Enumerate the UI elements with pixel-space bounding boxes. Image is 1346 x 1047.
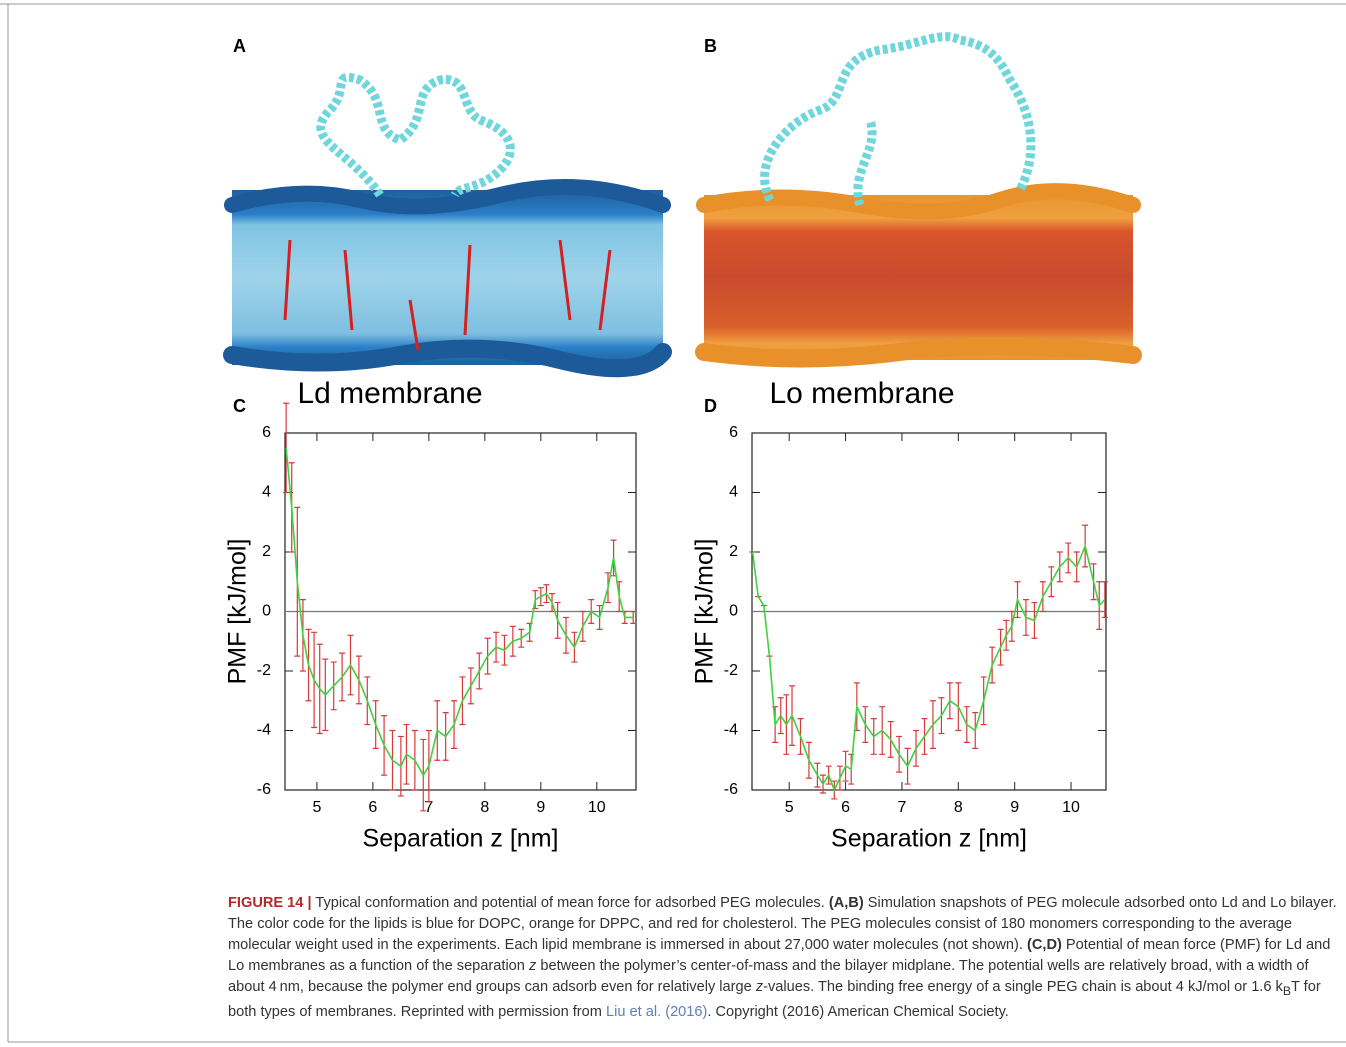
x-tick-label: 10 <box>1062 799 1080 816</box>
caption-link[interactable]: Liu et al. (2016) <box>605 1003 708 1020</box>
figure-caption: FIGURE 14 | Typical conformation and pot… <box>228 893 1340 1023</box>
x-tick-label: 8 <box>480 799 489 816</box>
x-tick-label: 8 <box>954 799 963 816</box>
y-tick-label: 2 <box>262 543 271 560</box>
image-a <box>223 72 672 378</box>
y-tick-label: 4 <box>262 484 271 501</box>
y-tick-label: 0 <box>262 603 271 620</box>
caption-label: FIGURE 14 | <box>228 895 312 911</box>
y-tick-label: -2 <box>257 662 271 679</box>
x-tick-label: 7 <box>897 799 906 816</box>
caption-text: Potential of mean force (PMF) for Ld and… <box>228 937 1331 974</box>
y-tick-label: 6 <box>262 424 271 441</box>
chart: 5 6 7 8 9 10 -6 -4 -2 0 2 4 6 Separation z [nm] PMF [k… <box>224 402 637 853</box>
caption-text: T for both types of membranes. Reprinted… <box>228 979 1321 1020</box>
y-axis-label: PMF [kJ/mol] <box>691 539 719 685</box>
y-tick-label: -4 <box>257 722 271 739</box>
image-b <box>695 32 1142 368</box>
caption-ref: (A,B) <box>828 895 864 911</box>
y-tick-label: -2 <box>724 662 738 679</box>
caption-text: between the polymer’s center-of-mass and… <box>228 958 1309 995</box>
x-tick-label: 6 <box>841 799 850 816</box>
error-bar <box>630 610 637 624</box>
caption-italic: z <box>528 958 537 974</box>
x-axis-label: Separation z [nm] <box>363 825 559 853</box>
pmf-line <box>751 543 1106 793</box>
x-tick-label: 10 <box>588 799 606 816</box>
x-tick-label: 7 <box>424 799 433 816</box>
y-tick-label: -6 <box>257 781 271 798</box>
caption-subscript: B <box>1282 983 1291 998</box>
image-caption: Lo membrane <box>769 377 954 410</box>
y-tick-label: 6 <box>729 424 738 441</box>
y-tick-label: 2 <box>729 543 738 560</box>
caption-italic: z <box>755 979 764 995</box>
caption-text: Simulation snapshots of PEG molecule ads… <box>228 895 1337 953</box>
x-tick-label: 5 <box>785 799 794 816</box>
caption-text: . Copyright (2016) American Chemical Soc… <box>707 1003 1009 1020</box>
panel-label: B <box>704 36 717 56</box>
panel-label: A <box>233 36 246 56</box>
x-tick-label: 6 <box>368 799 377 816</box>
y-axis-label: PMF [kJ/mol] <box>224 539 252 685</box>
y-tick-label: 0 <box>729 603 738 620</box>
caption-text: -values. The binding free energy of a si… <box>763 979 1283 995</box>
y-tick-label: -6 <box>724 781 738 798</box>
y-tick-label: 4 <box>729 484 738 501</box>
image-caption: Ld membrane <box>297 377 482 410</box>
pmf-line <box>285 447 634 777</box>
panel-label: D <box>704 396 717 416</box>
panel-label: C <box>233 396 246 416</box>
chart: 5 6 7 8 9 10 -6 -4 -2 0 2 4 6 Separation z [nm] PMF [k… <box>691 424 1108 853</box>
x-tick-label: 5 <box>312 799 321 816</box>
x-tick-label: 9 <box>536 799 545 816</box>
x-axis-label: Separation z [nm] <box>831 825 1027 853</box>
caption-ref: (C,D) <box>1027 937 1062 953</box>
caption-text: Typical conformation and potential of me… <box>311 895 829 911</box>
y-tick-label: -4 <box>724 722 738 739</box>
x-tick-label: 9 <box>1010 799 1019 816</box>
